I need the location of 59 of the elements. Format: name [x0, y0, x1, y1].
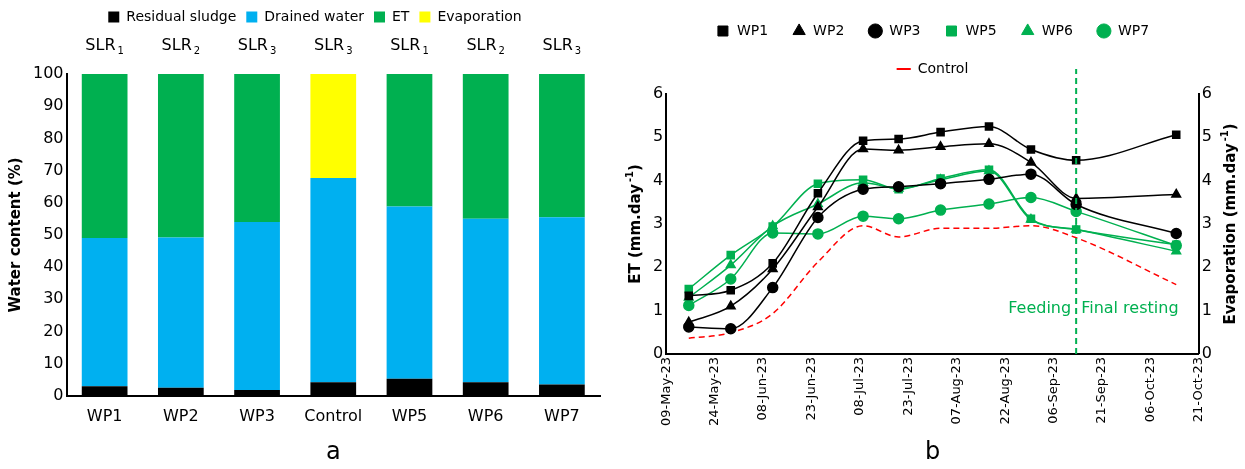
y-tick-label: 80	[43, 127, 64, 147]
y-axis-title: ET (mm.day-1)	[624, 164, 644, 284]
y-tick-label: 0	[53, 384, 64, 404]
x-tick-label: 22-Aug-23	[996, 356, 1012, 425]
y-tick-label: 30	[43, 288, 64, 308]
y-tick-label: 1	[652, 299, 664, 319]
y-tick-label: 2	[652, 256, 664, 276]
x-tick-label: WP6	[467, 405, 504, 425]
y2-tick-label: 1	[1201, 299, 1213, 319]
x-tick-label: 07-Aug-23	[948, 356, 964, 425]
y2-tick-label: 3	[1201, 213, 1213, 233]
x-tick-label: 06-Oct-23	[1141, 356, 1157, 423]
y-tick-label: 20	[43, 320, 64, 340]
x-tick-label: 06-Sep-23	[1044, 356, 1060, 424]
y2-tick-label: 6	[1201, 83, 1213, 103]
y-axis-title: Water content (%)	[5, 157, 24, 313]
legend-label: WP3	[889, 21, 921, 38]
y-tick-label: 90	[43, 95, 64, 115]
y-tick-label: 40	[43, 256, 64, 276]
x-tick-label: 08-Jun-23	[754, 356, 770, 421]
x-tick-label: WP7	[544, 405, 580, 425]
y-tick-label: 50	[43, 224, 64, 244]
x-tick-label: 08-Jul-23	[851, 356, 867, 416]
y2-tick-label: 0	[1201, 343, 1213, 363]
x-tick-label: WP5	[391, 405, 428, 425]
y-tick-label: 10	[43, 352, 64, 372]
annotation: Final resting	[1081, 298, 1179, 318]
x-tick-label: 23-Jun-23	[802, 356, 818, 421]
y2-tick-label: 4	[1201, 169, 1213, 189]
legend-label: WP6	[1041, 21, 1073, 38]
x-tick-label: 24-May-23	[705, 356, 721, 427]
x-axis-title: b	[924, 437, 941, 466]
x-tick-label: 21-Sep-23	[1093, 356, 1109, 424]
y-tick-label: 70	[43, 159, 64, 179]
y-tick-label: 3	[652, 213, 664, 233]
y2-axis-title: Evaporation (mm.day-1)	[1219, 123, 1239, 325]
legend-label: Residual sludge	[126, 7, 237, 24]
legend-label: WP2	[813, 21, 845, 38]
x-tick-label: WP2	[163, 405, 199, 425]
annotation: Feeding	[1008, 298, 1072, 318]
x-axis-title: a	[325, 437, 341, 466]
y2-tick-label: 5	[1201, 126, 1213, 146]
legend-label: Evaporation	[437, 7, 522, 24]
x-tick-label: Control	[304, 405, 363, 425]
y-tick-label: 60	[43, 191, 64, 211]
legend-label: Control	[917, 59, 969, 76]
y-tick-label: 4	[652, 169, 664, 189]
legend-label: WP1	[736, 21, 769, 38]
y-tick-label: 6	[652, 83, 664, 103]
legend-label: Drained water	[264, 7, 365, 24]
y-tick-label: 100	[32, 63, 64, 83]
legend-label: ET	[392, 7, 410, 24]
x-tick-label: WP3	[239, 405, 275, 425]
y-tick-label: 5	[652, 126, 664, 146]
x-tick-label: 23-Jul-23	[899, 356, 915, 416]
legend-label: WP7	[1117, 21, 1150, 38]
y2-tick-label: 2	[1201, 256, 1213, 276]
x-tick-label: WP1	[86, 405, 123, 425]
legend-label: WP5	[965, 21, 997, 38]
